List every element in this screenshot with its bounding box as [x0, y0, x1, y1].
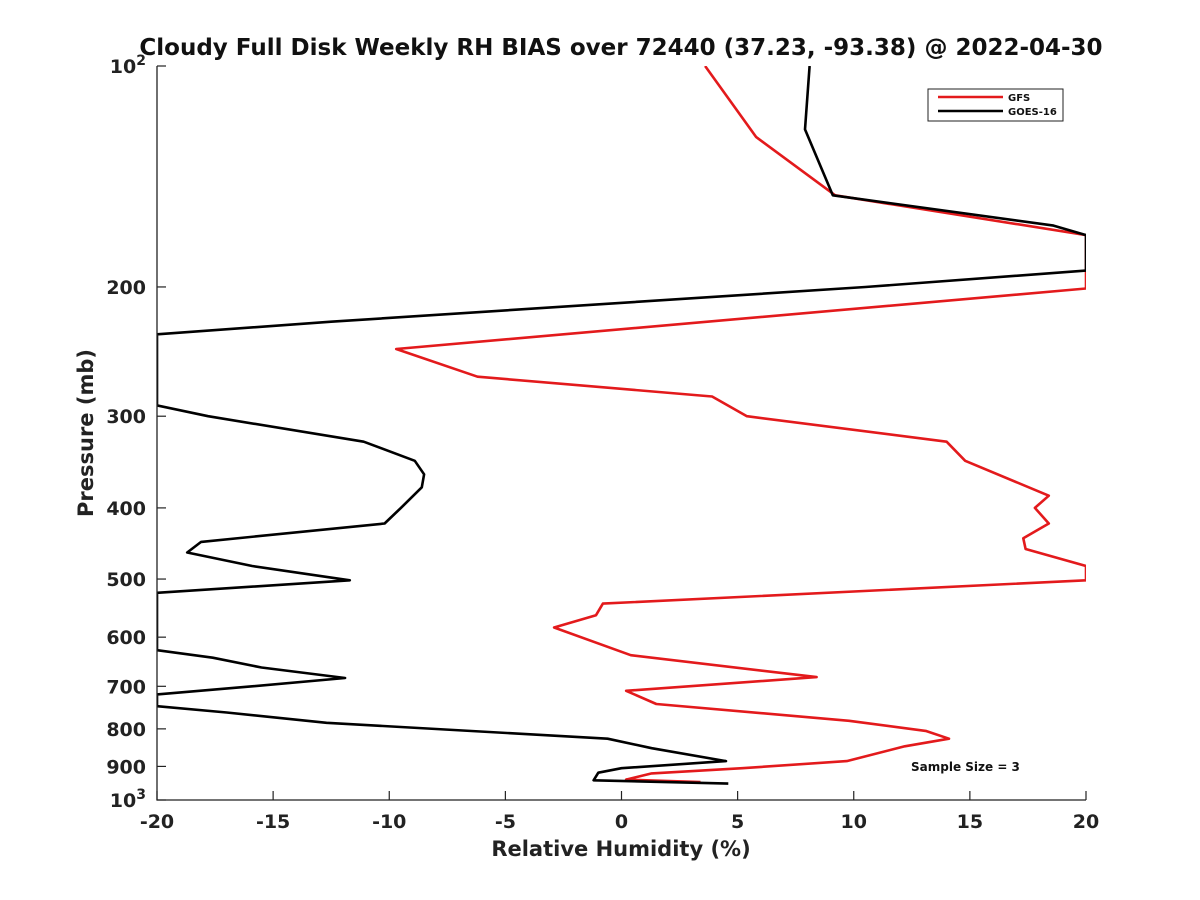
x-axis-label: Relative Humidity (%): [491, 837, 750, 861]
y-tick-label: 300: [106, 406, 146, 428]
y-tick-label: 700: [106, 676, 146, 698]
y-tick-label: 102: [110, 53, 146, 78]
y-tick-label: 900: [106, 756, 146, 778]
x-axis: -20 -15 -10 -5 0 5 10 15 20: [140, 791, 1099, 833]
sample-size-annotation: Sample Size = 3: [911, 760, 1020, 774]
y-tick-label: 200: [106, 277, 146, 299]
x-tick-label: 0: [615, 811, 628, 833]
plot-background: [157, 66, 1086, 800]
series-line-goes-16: [157, 66, 1086, 785]
y-axis-label: Pressure (mb): [74, 349, 98, 517]
y-axis: 102 200 300 400 500 600 700 800 900 103: [106, 53, 166, 812]
series-line-gfs: [394, 66, 1086, 784]
y-tick-label: 800: [106, 719, 146, 741]
chart-title: Cloudy Full Disk Weekly RH BIAS over 724…: [139, 35, 1102, 61]
x-tick-label: -15: [256, 811, 290, 833]
x-tick-label: -5: [495, 811, 516, 833]
x-tick-label: 10: [841, 811, 867, 833]
series-layer: [157, 66, 1086, 785]
y-tick-label: 600: [106, 627, 146, 649]
x-tick-label: 20: [1073, 811, 1099, 833]
legend-label-goes16: GOES-16: [1008, 107, 1057, 118]
y-tick-label: 103: [110, 787, 146, 812]
legend-box: [927, 88, 1064, 122]
x-tick-label: 15: [957, 811, 983, 833]
legend: GFS GOES-16: [927, 88, 1064, 122]
x-tick-label: 5: [731, 811, 744, 833]
x-tick-label: -20: [140, 811, 174, 833]
y-tick-label: 400: [106, 498, 146, 520]
legend-label-gfs: GFS: [1008, 93, 1030, 104]
plot-area: [156, 66, 1086, 801]
x-tick-label: -10: [372, 811, 406, 833]
y-tick-label: 500: [106, 569, 146, 591]
